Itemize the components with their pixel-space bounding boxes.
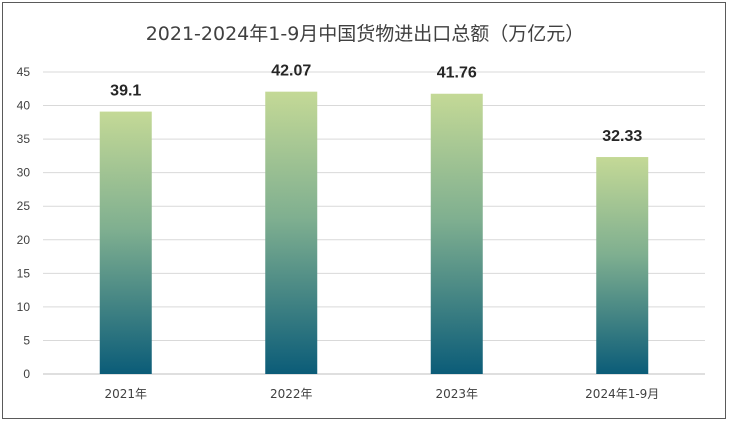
y-tick-label: 35 (17, 132, 31, 146)
y-tick-label: 15 (17, 266, 31, 280)
data-label: 39.1 (110, 83, 141, 100)
chart-title: 2021-2024年1-9月中国货物进出口总额（万亿元） (146, 23, 585, 45)
data-label: 42.07 (271, 63, 311, 80)
gridlines (43, 71, 705, 375)
data-label: 32.33 (602, 128, 642, 145)
y-tick-label: 0 (23, 367, 30, 381)
y-tick-label: 20 (17, 233, 31, 247)
bar (265, 91, 318, 374)
y-tick-label: 10 (17, 300, 31, 314)
y-tick-label: 30 (17, 166, 31, 180)
data-labels: 39.1 42.07 41.76 32.33 (110, 63, 642, 145)
x-axis: 2021年 2022年 2023年 2024年1-9月 (104, 387, 659, 401)
bars (99, 91, 649, 375)
bar (596, 157, 649, 374)
x-tick-label: 2021年 (104, 387, 147, 401)
x-tick-label: 2024年1-9月 (585, 387, 659, 401)
y-tick-label: 45 (17, 65, 31, 79)
bar (430, 93, 483, 374)
data-label: 41.76 (437, 65, 477, 82)
x-tick-label: 2022年 (270, 387, 313, 401)
y-tick-label: 5 (23, 333, 30, 347)
y-tick-label: 25 (17, 199, 31, 213)
x-tick-label: 2023年 (435, 387, 478, 401)
y-tick-label: 40 (17, 99, 31, 113)
bar (99, 111, 152, 375)
y-axis: 0 5 10 15 20 25 30 35 40 45 (17, 65, 31, 381)
